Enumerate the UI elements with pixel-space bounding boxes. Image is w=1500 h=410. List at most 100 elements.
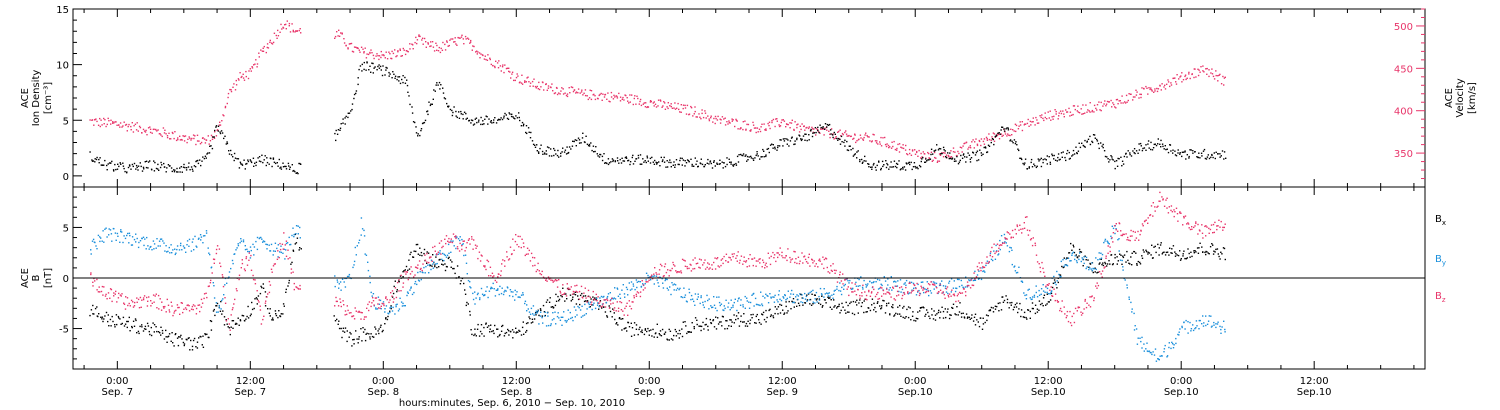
bz-point xyxy=(263,315,265,317)
density-point xyxy=(1015,141,1017,143)
by-point xyxy=(250,249,252,252)
velocity-point xyxy=(284,24,286,26)
velocity-point xyxy=(1093,104,1096,107)
bx-point xyxy=(802,304,804,306)
velocity-point xyxy=(168,132,170,134)
velocity-point xyxy=(801,123,803,125)
velocity-point xyxy=(145,129,147,132)
velocity-point xyxy=(1021,129,1024,132)
velocity-point xyxy=(484,55,486,57)
bx-point xyxy=(618,317,621,319)
bx-point xyxy=(1047,301,1050,303)
bx-point xyxy=(798,304,801,307)
bz-point xyxy=(515,234,517,236)
bx-point xyxy=(969,318,971,320)
by-point xyxy=(466,273,468,275)
density-point xyxy=(249,159,251,161)
bx-point xyxy=(138,332,140,335)
by-point xyxy=(1025,294,1028,296)
velocity-point xyxy=(110,119,112,121)
velocity-point xyxy=(1147,93,1149,95)
bz-point xyxy=(363,318,365,320)
density-point xyxy=(742,153,745,155)
velocity-point xyxy=(459,37,461,39)
density-point xyxy=(1051,154,1054,157)
density-point xyxy=(1221,150,1224,152)
by-point xyxy=(153,243,156,245)
velocity-point xyxy=(582,94,584,96)
by-point xyxy=(764,297,766,299)
by-point xyxy=(928,294,930,297)
velocity-point xyxy=(416,39,419,41)
bz-point xyxy=(98,286,100,288)
bx-point xyxy=(810,304,813,306)
velocity-point xyxy=(1199,71,1201,73)
density-point xyxy=(263,159,265,161)
velocity-point xyxy=(1009,134,1011,137)
density-point xyxy=(540,144,542,146)
velocity-point xyxy=(1089,102,1091,104)
bz-point xyxy=(658,273,660,275)
velocity-point xyxy=(975,138,977,140)
bx-point xyxy=(694,317,697,319)
density-point xyxy=(915,167,917,169)
velocity-point xyxy=(457,36,459,39)
density-point xyxy=(708,163,710,165)
bx-point xyxy=(222,310,224,312)
by-point xyxy=(299,226,301,229)
by-point xyxy=(200,236,203,238)
bz-point xyxy=(231,308,234,311)
density-point xyxy=(1177,149,1179,151)
bz-point xyxy=(92,285,94,287)
bx-point xyxy=(505,331,508,334)
by-point xyxy=(285,249,287,251)
density-point xyxy=(442,87,444,89)
velocity-point xyxy=(908,148,911,151)
bx-point xyxy=(591,304,593,306)
density-point xyxy=(1186,154,1188,156)
density-point xyxy=(663,161,666,163)
bz-point xyxy=(690,270,693,272)
by-point xyxy=(833,290,835,292)
velocity-point xyxy=(1032,117,1034,119)
by-point xyxy=(1148,350,1151,352)
density-point xyxy=(433,89,435,91)
density-point xyxy=(544,153,546,155)
density-point xyxy=(560,155,562,157)
density-point xyxy=(1034,165,1036,167)
bx-point xyxy=(919,310,921,312)
velocity-point xyxy=(1014,123,1017,125)
density-point xyxy=(89,151,91,153)
density-point xyxy=(194,166,197,168)
bz-point xyxy=(595,293,597,296)
bx-point xyxy=(256,298,258,300)
by-point xyxy=(1143,343,1145,345)
velocity-point xyxy=(345,44,347,47)
by-point xyxy=(800,301,802,303)
density-point xyxy=(592,145,595,147)
by-point xyxy=(947,292,949,295)
density-point xyxy=(452,111,454,114)
by-point xyxy=(469,281,471,283)
by-point xyxy=(361,228,364,230)
bx-point xyxy=(1174,251,1176,253)
density-point xyxy=(285,165,287,168)
density-point xyxy=(460,113,462,115)
density-point xyxy=(396,78,398,81)
by-point xyxy=(369,281,371,284)
velocity-point xyxy=(508,67,510,69)
velocity-point xyxy=(988,133,990,135)
bz-point xyxy=(334,305,336,307)
velocity-point xyxy=(729,122,731,124)
by-point xyxy=(1042,284,1044,286)
bx-point xyxy=(466,301,468,304)
density-point xyxy=(976,159,978,162)
by-point xyxy=(840,293,843,296)
velocity-point xyxy=(577,88,580,90)
by-point xyxy=(603,295,605,298)
by-point xyxy=(399,297,401,299)
density-point xyxy=(438,81,441,84)
bx-point xyxy=(1207,252,1209,254)
bx-point xyxy=(573,293,575,295)
density-point xyxy=(1023,163,1025,166)
